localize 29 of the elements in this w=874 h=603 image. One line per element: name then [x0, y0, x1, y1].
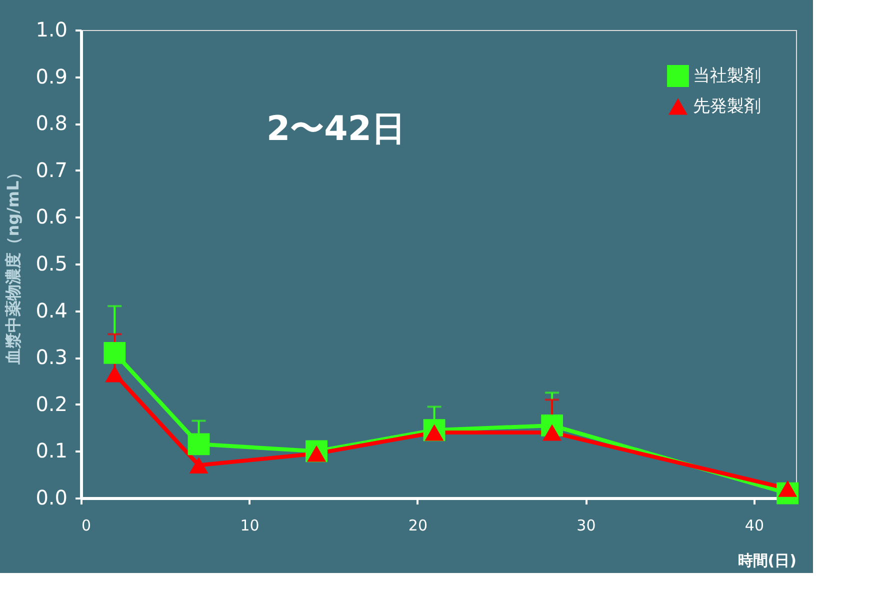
- point: [104, 342, 126, 364]
- x-axis-title: 時間(日): [738, 552, 796, 570]
- y-tick-label: 0.2: [36, 392, 68, 416]
- y-axis-title: 血漿中薬物濃度（ng/mL）: [4, 164, 23, 366]
- y-tick-label: 0.3: [36, 345, 68, 370]
- x-tick-label: 10: [240, 516, 260, 534]
- y-tick-label: 0.5: [36, 252, 68, 276]
- point: [188, 433, 210, 456]
- annotation: 2〜42日: [266, 109, 406, 149]
- x-tick-label: 30: [576, 516, 596, 534]
- y-tick-label: 0.0: [36, 486, 68, 510]
- point: [189, 457, 208, 474]
- x-tick-label: 20: [408, 516, 428, 534]
- y-tick-label: 0.1: [36, 438, 68, 463]
- y-tick-label: 0.8: [36, 111, 68, 136]
- point: [307, 445, 326, 462]
- point: [778, 480, 798, 497]
- y-tick-label: 0.7: [36, 158, 68, 182]
- y-tick-label: 1.0: [36, 18, 68, 42]
- x-tick-label: 40: [744, 516, 764, 534]
- x-tick-label: 0: [82, 516, 92, 534]
- legend-label: 先発製剤: [693, 96, 761, 116]
- y-tick-label: 0.4: [36, 298, 68, 322]
- y-tick-label: 0.6: [36, 204, 68, 229]
- point: [105, 366, 124, 382]
- y-tick-label: 0.9: [36, 64, 68, 88]
- point: [424, 424, 444, 441]
- legend-label: 当社製剤: [693, 66, 761, 86]
- point: [542, 424, 562, 441]
